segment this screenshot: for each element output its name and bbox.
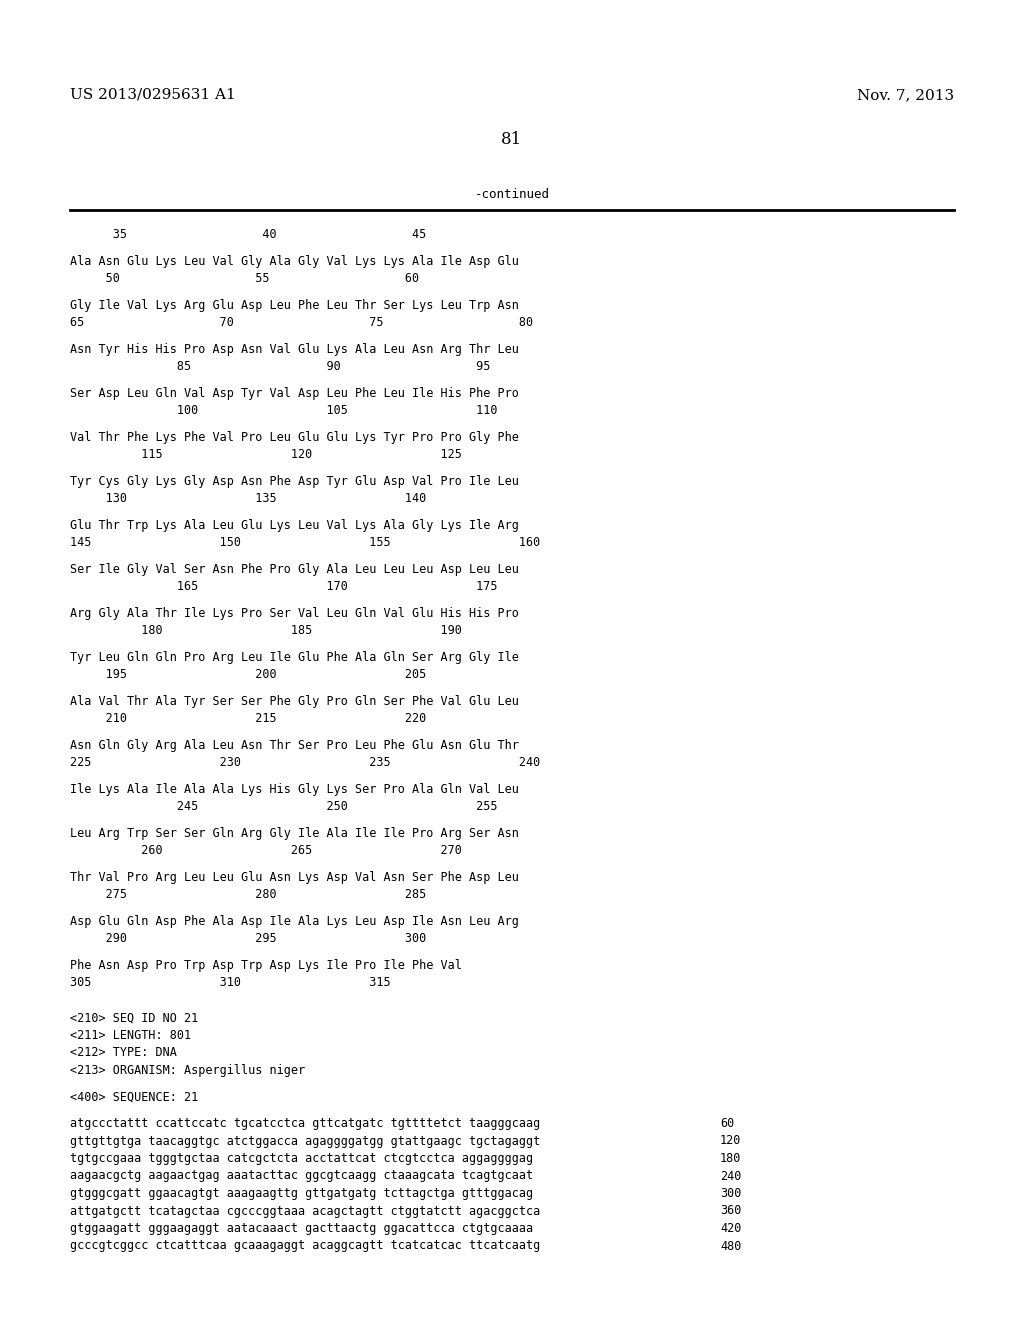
Text: Ala Val Thr Ala Tyr Ser Ser Phe Gly Pro Gln Ser Phe Val Glu Leu: Ala Val Thr Ala Tyr Ser Ser Phe Gly Pro … xyxy=(70,694,519,708)
Text: 145                  150                  155                  160: 145 150 155 160 xyxy=(70,536,541,549)
Text: 210                  215                  220: 210 215 220 xyxy=(70,711,426,725)
Text: 115                  120                  125: 115 120 125 xyxy=(70,447,462,461)
Text: <213> ORGANISM: Aspergillus niger: <213> ORGANISM: Aspergillus niger xyxy=(70,1064,305,1077)
Text: 50                   55                   60: 50 55 60 xyxy=(70,272,419,285)
Text: 290                  295                  300: 290 295 300 xyxy=(70,932,426,945)
Text: 81: 81 xyxy=(502,132,522,149)
Text: 360: 360 xyxy=(720,1204,741,1217)
Text: -continued: -continued xyxy=(474,189,550,202)
Text: gttgttgtga taacaggtgc atctggacca agaggggatgg gtattgaagc tgctagaggt: gttgttgtga taacaggtgc atctggacca agagggg… xyxy=(70,1134,541,1147)
Text: Nov. 7, 2013: Nov. 7, 2013 xyxy=(857,88,954,102)
Text: US 2013/0295631 A1: US 2013/0295631 A1 xyxy=(70,88,236,102)
Text: 120: 120 xyxy=(720,1134,741,1147)
Text: 300: 300 xyxy=(720,1187,741,1200)
Text: Tyr Leu Gln Gln Pro Arg Leu Ile Glu Phe Ala Gln Ser Arg Gly Ile: Tyr Leu Gln Gln Pro Arg Leu Ile Glu Phe … xyxy=(70,651,519,664)
Text: attgatgctt tcatagctaa cgcccggtaaa acagctagtt ctggtatctt agacggctca: attgatgctt tcatagctaa cgcccggtaaa acagct… xyxy=(70,1204,541,1217)
Text: Asn Gln Gly Arg Ala Leu Asn Thr Ser Pro Leu Phe Glu Asn Glu Thr: Asn Gln Gly Arg Ala Leu Asn Thr Ser Pro … xyxy=(70,738,519,751)
Text: Asn Tyr His His Pro Asp Asn Val Glu Lys Ala Leu Asn Arg Thr Leu: Asn Tyr His His Pro Asp Asn Val Glu Lys … xyxy=(70,342,519,355)
Text: 65                   70                   75                   80: 65 70 75 80 xyxy=(70,315,534,329)
Text: gcccgtcggcc ctcatttcaa gcaaagaggt acaggcagtt tcatcatcac ttcatcaatg: gcccgtcggcc ctcatttcaa gcaaagaggt acaggc… xyxy=(70,1239,541,1253)
Text: Thr Val Pro Arg Leu Leu Glu Asn Lys Asp Val Asn Ser Phe Asp Leu: Thr Val Pro Arg Leu Leu Glu Asn Lys Asp … xyxy=(70,870,519,883)
Text: 130                  135                  140: 130 135 140 xyxy=(70,492,426,506)
Text: atgccctattt ccattccatc tgcatcctca gttcatgatc tgttttetct taagggcaag: atgccctattt ccattccatc tgcatcctca gttcat… xyxy=(70,1117,541,1130)
Text: gtgggcgatt ggaacagtgt aaagaagttg gttgatgatg tcttagctga gtttggacag: gtgggcgatt ggaacagtgt aaagaagttg gttgatg… xyxy=(70,1187,534,1200)
Text: <400> SEQUENCE: 21: <400> SEQUENCE: 21 xyxy=(70,1090,199,1104)
Text: 35                   40                   45: 35 40 45 xyxy=(70,228,426,242)
Text: 240: 240 xyxy=(720,1170,741,1183)
Text: tgtgccgaaa tgggtgctaa catcgctcta acctattcat ctcgtcctca aggaggggag: tgtgccgaaa tgggtgctaa catcgctcta acctatt… xyxy=(70,1152,534,1166)
Text: <212> TYPE: DNA: <212> TYPE: DNA xyxy=(70,1047,177,1060)
Text: 225                  230                  235                  240: 225 230 235 240 xyxy=(70,756,541,770)
Text: Val Thr Phe Lys Phe Val Pro Leu Glu Glu Lys Tyr Pro Pro Gly Phe: Val Thr Phe Lys Phe Val Pro Leu Glu Glu … xyxy=(70,430,519,444)
Text: Ala Asn Glu Lys Leu Val Gly Ala Gly Val Lys Lys Ala Ile Asp Glu: Ala Asn Glu Lys Leu Val Gly Ala Gly Val … xyxy=(70,255,519,268)
Text: Asp Glu Gln Asp Phe Ala Asp Ile Ala Lys Leu Asp Ile Asn Leu Arg: Asp Glu Gln Asp Phe Ala Asp Ile Ala Lys … xyxy=(70,915,519,928)
Text: 165                  170                  175: 165 170 175 xyxy=(70,579,498,593)
Text: Phe Asn Asp Pro Trp Asp Trp Asp Lys Ile Pro Ile Phe Val: Phe Asn Asp Pro Trp Asp Trp Asp Lys Ile … xyxy=(70,958,462,972)
Text: 100                  105                  110: 100 105 110 xyxy=(70,404,498,417)
Text: Ile Lys Ala Ile Ala Ala Lys His Gly Lys Ser Pro Ala Gln Val Leu: Ile Lys Ala Ile Ala Ala Lys His Gly Lys … xyxy=(70,783,519,796)
Text: Glu Thr Trp Lys Ala Leu Glu Lys Leu Val Lys Ala Gly Lys Ile Arg: Glu Thr Trp Lys Ala Leu Glu Lys Leu Val … xyxy=(70,519,519,532)
Text: 480: 480 xyxy=(720,1239,741,1253)
Text: Tyr Cys Gly Lys Gly Asp Asn Phe Asp Tyr Glu Asp Val Pro Ile Leu: Tyr Cys Gly Lys Gly Asp Asn Phe Asp Tyr … xyxy=(70,474,519,487)
Text: 260                  265                  270: 260 265 270 xyxy=(70,843,462,857)
Text: gtggaagatt gggaagaggt aatacaaact gacttaactg ggacattcca ctgtgcaaaa: gtggaagatt gggaagaggt aatacaaact gacttaa… xyxy=(70,1222,534,1236)
Text: 195                  200                  205: 195 200 205 xyxy=(70,668,426,681)
Text: 180: 180 xyxy=(720,1152,741,1166)
Text: 60: 60 xyxy=(720,1117,734,1130)
Text: Ser Ile Gly Val Ser Asn Phe Pro Gly Ala Leu Leu Leu Asp Leu Leu: Ser Ile Gly Val Ser Asn Phe Pro Gly Ala … xyxy=(70,562,519,576)
Text: 305                  310                  315: 305 310 315 xyxy=(70,975,390,989)
Text: 180                  185                  190: 180 185 190 xyxy=(70,624,462,638)
Text: <210> SEQ ID NO 21: <210> SEQ ID NO 21 xyxy=(70,1011,199,1024)
Text: 420: 420 xyxy=(720,1222,741,1236)
Text: <211> LENGTH: 801: <211> LENGTH: 801 xyxy=(70,1030,191,1041)
Text: 275                  280                  285: 275 280 285 xyxy=(70,888,426,902)
Text: Leu Arg Trp Ser Ser Gln Arg Gly Ile Ala Ile Ile Pro Arg Ser Asn: Leu Arg Trp Ser Ser Gln Arg Gly Ile Ala … xyxy=(70,826,519,840)
Text: Ser Asp Leu Gln Val Asp Tyr Val Asp Leu Phe Leu Ile His Phe Pro: Ser Asp Leu Gln Val Asp Tyr Val Asp Leu … xyxy=(70,387,519,400)
Text: 85                   90                   95: 85 90 95 xyxy=(70,360,490,374)
Text: Gly Ile Val Lys Arg Glu Asp Leu Phe Leu Thr Ser Lys Leu Trp Asn: Gly Ile Val Lys Arg Glu Asp Leu Phe Leu … xyxy=(70,298,519,312)
Text: aagaacgctg aagaactgag aaatacttac ggcgtcaagg ctaaagcata tcagtgcaat: aagaacgctg aagaactgag aaatacttac ggcgtca… xyxy=(70,1170,534,1183)
Text: Arg Gly Ala Thr Ile Lys Pro Ser Val Leu Gln Val Glu His His Pro: Arg Gly Ala Thr Ile Lys Pro Ser Val Leu … xyxy=(70,606,519,619)
Text: 245                  250                  255: 245 250 255 xyxy=(70,800,498,813)
